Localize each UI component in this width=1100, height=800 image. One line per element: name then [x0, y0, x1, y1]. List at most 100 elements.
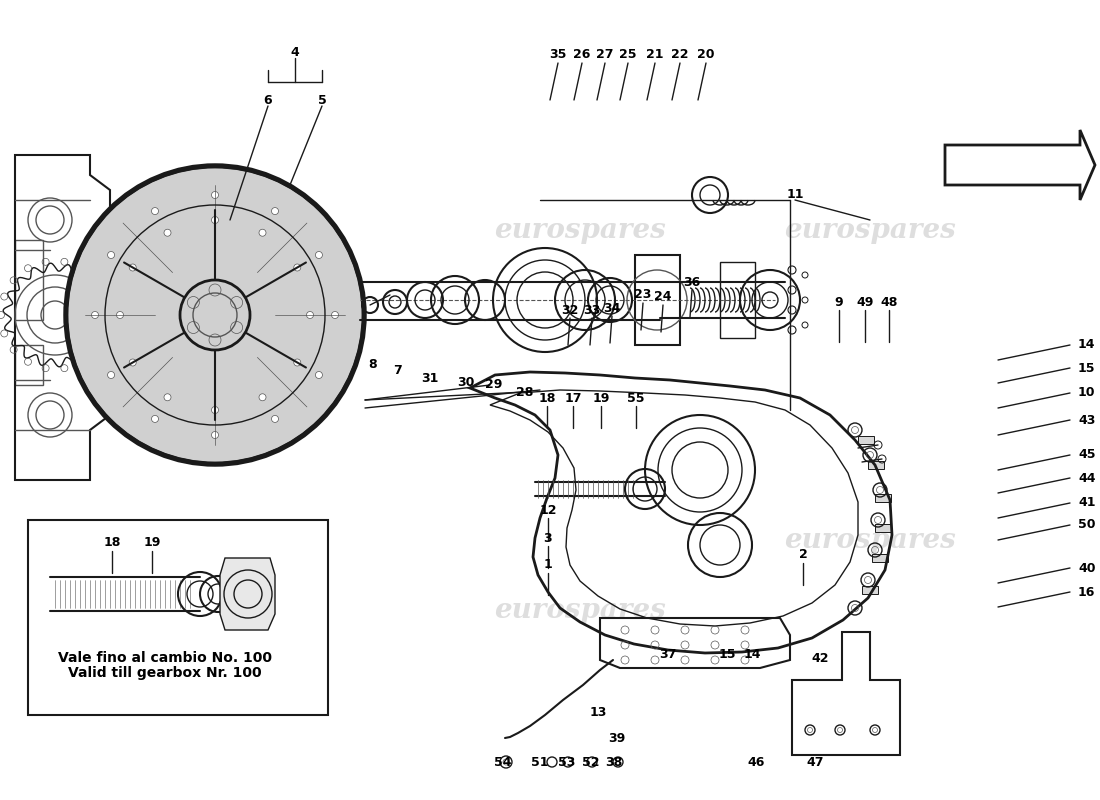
- Text: 3: 3: [543, 531, 552, 545]
- Text: 36: 36: [683, 275, 701, 289]
- Circle shape: [294, 264, 300, 271]
- Text: 10: 10: [1078, 386, 1096, 399]
- Text: 47: 47: [806, 755, 824, 769]
- Bar: [858, 436, 874, 444]
- Text: 53: 53: [559, 755, 575, 769]
- Text: 44: 44: [1078, 471, 1096, 485]
- Text: 22: 22: [671, 49, 689, 62]
- Circle shape: [258, 394, 266, 401]
- Text: eurospares: eurospares: [784, 217, 956, 243]
- Text: 17: 17: [564, 391, 582, 405]
- Text: 28: 28: [516, 386, 534, 398]
- FancyBboxPatch shape: [28, 520, 328, 715]
- Text: 12: 12: [539, 503, 557, 517]
- Text: 52: 52: [582, 755, 600, 769]
- Text: Vale fino al cambio No. 100: Vale fino al cambio No. 100: [58, 651, 272, 665]
- Text: 14: 14: [744, 649, 761, 662]
- Circle shape: [67, 167, 363, 463]
- Circle shape: [331, 311, 339, 318]
- Text: 32: 32: [561, 303, 579, 317]
- Text: 42: 42: [812, 651, 828, 665]
- Bar: [872, 554, 888, 562]
- Text: 18: 18: [103, 537, 121, 550]
- Text: 11: 11: [786, 189, 804, 202]
- Text: 34: 34: [603, 302, 620, 314]
- Text: 30: 30: [458, 375, 475, 389]
- Text: 8: 8: [368, 358, 377, 371]
- Text: 4: 4: [290, 46, 299, 58]
- Text: 27: 27: [596, 49, 614, 62]
- Text: 26: 26: [573, 49, 591, 62]
- Text: 1: 1: [543, 558, 552, 571]
- Circle shape: [108, 371, 114, 378]
- Bar: [15, 345, 43, 385]
- Text: 54: 54: [494, 755, 512, 769]
- Text: eurospares: eurospares: [494, 217, 666, 243]
- Text: 13: 13: [590, 706, 607, 718]
- Text: 18: 18: [538, 391, 556, 405]
- Bar: [874, 494, 891, 502]
- Circle shape: [211, 406, 219, 414]
- Text: 23: 23: [635, 289, 651, 302]
- Text: eurospares: eurospares: [114, 217, 286, 243]
- Circle shape: [307, 311, 314, 318]
- Circle shape: [272, 415, 278, 422]
- Circle shape: [211, 217, 219, 223]
- Bar: [862, 586, 878, 594]
- Text: 48: 48: [880, 295, 898, 309]
- Text: 9: 9: [835, 295, 844, 309]
- Text: 46: 46: [747, 755, 764, 769]
- Text: Valid till gearbox Nr. 100: Valid till gearbox Nr. 100: [68, 666, 262, 680]
- Text: 20: 20: [697, 49, 715, 62]
- Polygon shape: [220, 558, 275, 630]
- Text: 15: 15: [718, 649, 736, 662]
- Text: 21: 21: [647, 49, 663, 62]
- Circle shape: [164, 230, 170, 236]
- Text: eurospares: eurospares: [114, 597, 286, 623]
- Text: 24: 24: [654, 290, 672, 303]
- Text: 29: 29: [485, 378, 503, 391]
- Text: 33: 33: [583, 303, 601, 317]
- Circle shape: [272, 207, 278, 214]
- Circle shape: [211, 191, 219, 198]
- Text: 37: 37: [659, 649, 676, 662]
- Circle shape: [211, 431, 219, 438]
- Text: 49: 49: [856, 295, 873, 309]
- Text: 39: 39: [608, 731, 626, 745]
- Bar: [15, 240, 43, 320]
- Text: 7: 7: [393, 363, 402, 377]
- Circle shape: [152, 415, 158, 422]
- Circle shape: [316, 251, 322, 258]
- Text: 19: 19: [143, 537, 161, 550]
- Text: 43: 43: [1078, 414, 1096, 426]
- Text: 16: 16: [1078, 586, 1096, 598]
- Circle shape: [294, 359, 300, 366]
- Text: 40: 40: [1078, 562, 1096, 574]
- Bar: [874, 524, 891, 532]
- Circle shape: [91, 311, 99, 318]
- Text: 55: 55: [627, 391, 645, 405]
- Circle shape: [164, 394, 170, 401]
- Text: 50: 50: [1078, 518, 1096, 531]
- Circle shape: [117, 311, 123, 318]
- Text: eurospares: eurospares: [494, 597, 666, 623]
- Text: 5: 5: [318, 94, 327, 106]
- Circle shape: [316, 371, 322, 378]
- Text: 25: 25: [619, 49, 637, 62]
- Text: 19: 19: [592, 391, 609, 405]
- Circle shape: [152, 207, 158, 214]
- Circle shape: [108, 251, 114, 258]
- Text: 45: 45: [1078, 449, 1096, 462]
- Text: 41: 41: [1078, 497, 1096, 510]
- Polygon shape: [945, 130, 1094, 200]
- Text: 38: 38: [605, 755, 623, 769]
- Bar: [868, 461, 884, 469]
- Circle shape: [129, 359, 136, 366]
- Text: 14: 14: [1078, 338, 1096, 351]
- Text: 2: 2: [799, 549, 807, 562]
- Text: 51: 51: [531, 755, 549, 769]
- Text: 15: 15: [1078, 362, 1096, 374]
- Circle shape: [258, 230, 266, 236]
- Text: 31: 31: [421, 371, 439, 385]
- Text: 35: 35: [549, 49, 566, 62]
